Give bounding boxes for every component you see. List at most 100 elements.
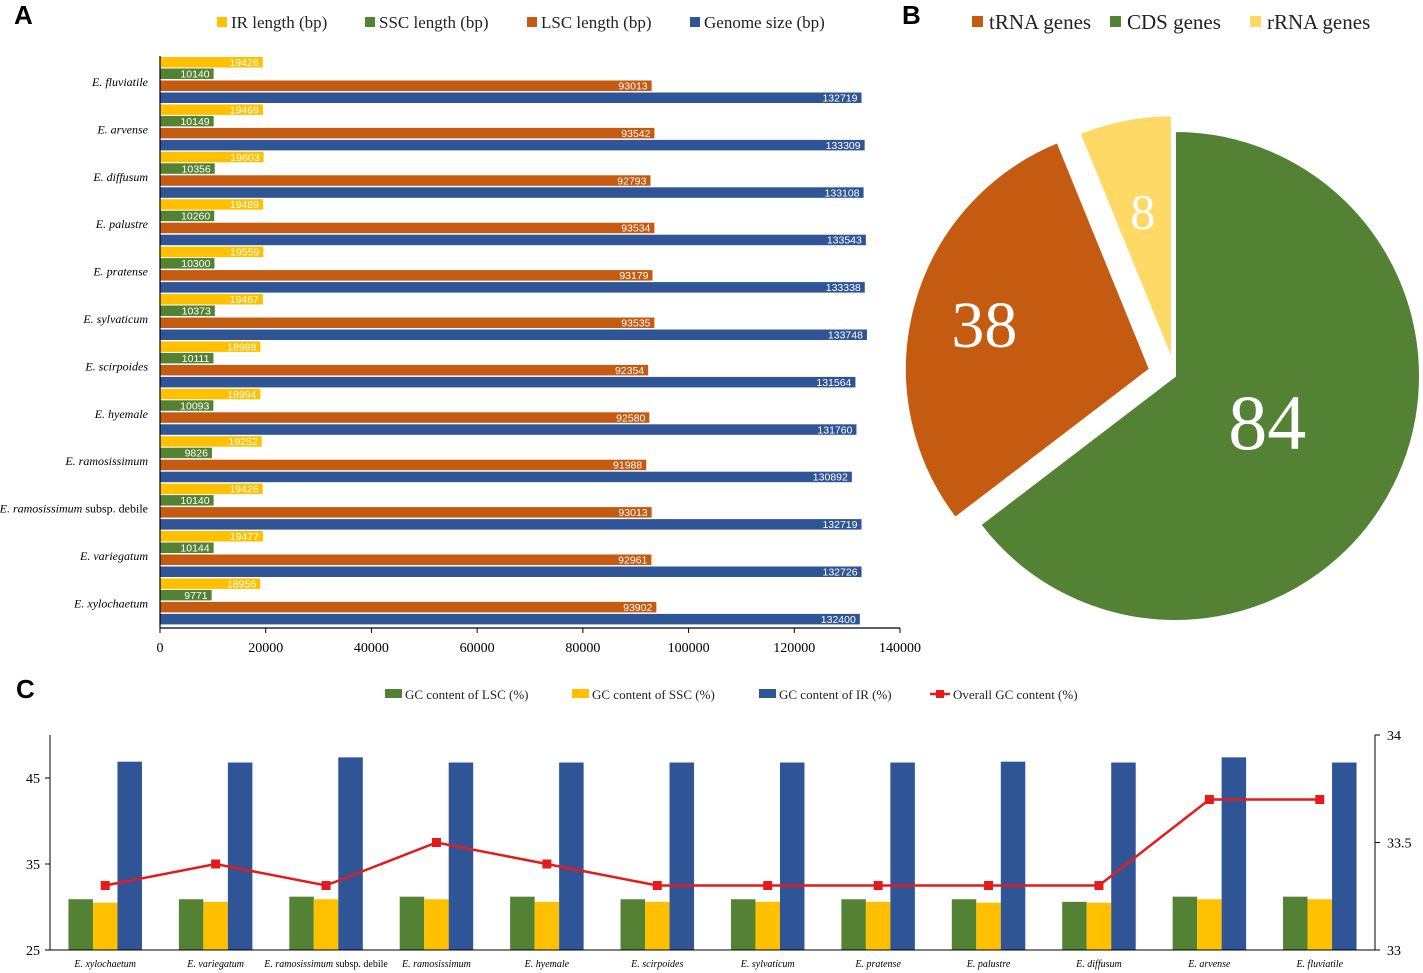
x-category-label-italic: E. ramosissimum	[401, 959, 471, 970]
legend-swatch-rrna	[1250, 16, 1261, 27]
overall-gc-marker	[984, 881, 994, 890]
bar-genome	[160, 234, 866, 246]
x-category-label: E. pratense	[854, 959, 901, 970]
bar-genome	[160, 519, 862, 530]
data-label-ssc: 10140	[180, 495, 209, 507]
bar-gc_lsc	[841, 899, 866, 950]
data-label-ir: 19559	[230, 247, 259, 259]
legend-swatch-gc_ir	[759, 689, 776, 698]
bar-ssc	[160, 115, 214, 127]
data-label-ir: 19426	[229, 57, 258, 69]
bar-genome	[160, 566, 862, 577]
legend-swatch-trna	[972, 16, 983, 27]
x-category-label: E. arvense	[1187, 959, 1231, 970]
legend-label-gc_ssc: GC content of SSC (%)	[592, 687, 715, 702]
data-label-ssc: 9826	[185, 448, 209, 460]
bar-lsc	[160, 554, 652, 565]
data-label-ssc: 10144	[180, 543, 209, 555]
bar-gc_ssc	[203, 901, 228, 950]
bar-gc_ssc	[645, 901, 670, 950]
panel-a-axes: E. fluviatile E. arvense E. diffusum E. pal…	[0, 56, 921, 656]
bar-lsc	[160, 317, 655, 328]
legend-label-genome: Genome size (bp)	[704, 13, 825, 32]
bar-gc_lsc	[951, 899, 977, 950]
x-category-label-italic: E. palustre	[966, 959, 1011, 970]
y-category-label: E. sylvaticum	[82, 312, 148, 326]
x-category-label: E. xylochaetum	[73, 959, 136, 970]
overall-gc-marker	[652, 881, 662, 890]
x-category-label-italic: E. sylvaticum	[740, 959, 795, 970]
panel-a-bars: 19426 10140 93013 132719 19469 10149 93542 1333…	[160, 57, 867, 626]
data-label-lsc: 92354	[615, 365, 644, 377]
bar-gc_lsc	[289, 896, 314, 950]
bar-gc_ir	[448, 762, 474, 950]
bar-gc_ssc	[1197, 899, 1222, 950]
bar-ir	[160, 294, 263, 305]
bar-ir	[160, 578, 261, 589]
y-category-label-italic: E. diffusum	[92, 170, 148, 184]
data-label-lsc: 92961	[618, 555, 647, 567]
bar-ir	[160, 246, 264, 258]
x-category-label: E. diffusum	[1075, 959, 1122, 970]
bar-ir	[160, 57, 263, 68]
pie-label-cds: 84	[1228, 379, 1306, 466]
legend-swatch-ssc	[365, 17, 375, 27]
bar-genome	[160, 376, 856, 388]
bar-lsc	[160, 412, 650, 423]
panel-b-pie-chart: tRNA genes CDS genes rRNA genes 84 38 8	[903, 10, 1421, 622]
bar-genome	[160, 613, 860, 625]
overall-gc-marker	[763, 881, 773, 890]
y-category-label: E. variegatum	[79, 549, 148, 563]
x-category-label-italic: E. variegatum	[186, 959, 244, 970]
bar-lsc	[160, 222, 655, 234]
data-label-genome: 132719	[822, 519, 857, 531]
panel-c-bars	[68, 757, 1357, 950]
data-label-ssc: 10373	[182, 306, 211, 318]
bar-genome	[160, 329, 867, 340]
overall-gc-marker	[542, 859, 552, 869]
x-category-label-italic: E. hyemale	[524, 959, 570, 970]
bar-lsc	[160, 507, 652, 518]
bar-gc_ir	[227, 762, 253, 950]
data-label-ir: 19426	[229, 484, 258, 496]
right-y-tick-label: 33	[1387, 944, 1401, 959]
x-tick-label: 140000	[879, 641, 921, 656]
y-category-label: E. arvense	[96, 122, 148, 136]
bar-gc_lsc	[1062, 901, 1087, 950]
data-label-ssc: 10149	[180, 116, 209, 128]
bar-ssc	[160, 542, 214, 553]
panel-b-legend: tRNA genes CDS genes rRNA genes	[972, 10, 1370, 34]
y-category-label-italic: E. ramosissimum	[0, 502, 83, 516]
data-label-ir: 18956	[227, 578, 256, 590]
data-label-ir: 18994	[227, 389, 256, 401]
legend-swatch-gc_lsc	[385, 689, 402, 698]
data-label-lsc: 93013	[618, 507, 647, 519]
bar-ir	[160, 151, 264, 163]
legend-marker-overall	[936, 690, 944, 698]
data-label-ir: 19467	[230, 294, 259, 306]
bar-gc_ir	[1000, 761, 1026, 950]
x-category-label-italic: E. diffusum	[1075, 959, 1122, 970]
data-label-ir: 19477	[230, 531, 259, 543]
bar-gc_ssc	[424, 899, 449, 950]
legend-swatch-cds	[1110, 16, 1121, 27]
bar-gc_lsc	[68, 899, 93, 950]
legend-swatch-genome	[690, 17, 700, 27]
bar-ir	[160, 483, 263, 495]
data-label-ir: 19489	[230, 199, 259, 211]
pie-slice-trna	[903, 140, 1152, 520]
panel-c-axes: E. xylochaetum E. variegatum E. ramosissim…	[26, 729, 1412, 970]
data-label-ir: 19252	[229, 436, 258, 448]
bar-lsc	[160, 601, 657, 613]
bar-ir	[160, 341, 261, 352]
bar-gc_ir	[338, 757, 363, 950]
bar-ssc	[160, 68, 214, 79]
overall-gc-line	[104, 798, 1320, 887]
data-label-genome: 133309	[826, 140, 861, 152]
x-category-label: E. palustre	[966, 959, 1011, 970]
bar-gc_ssc	[1086, 902, 1112, 950]
y-category-label-italic: E. ramosissimum	[64, 454, 148, 468]
legend-swatch-lsc	[527, 17, 537, 27]
y-category-label-italic: E. variegatum	[79, 549, 148, 563]
